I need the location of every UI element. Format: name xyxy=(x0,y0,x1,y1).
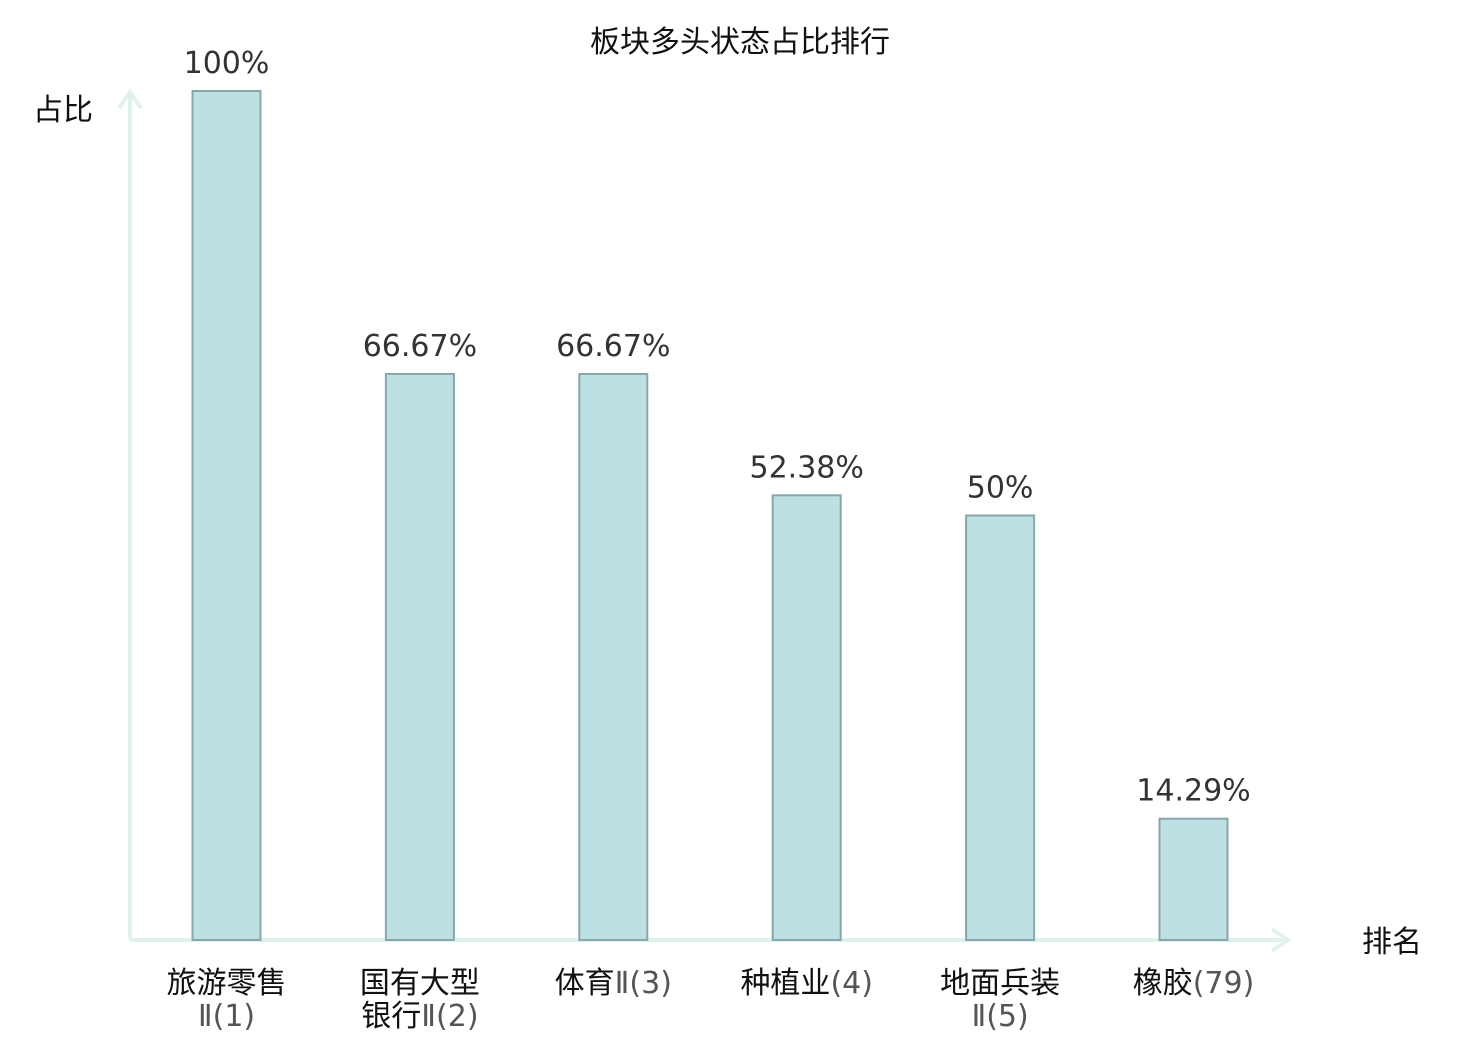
category-label-line: Ⅱ(1) xyxy=(198,999,255,1034)
bar xyxy=(384,373,455,941)
category-name: 体育 xyxy=(555,966,615,1001)
bar xyxy=(578,373,649,941)
bar-value-label: 100% xyxy=(184,46,270,81)
bar-value-label: 50% xyxy=(967,471,1034,506)
category-label-line: 国有大型 xyxy=(360,966,480,1001)
bar-value-label: 52.38% xyxy=(750,450,864,485)
category-name: 种植业 xyxy=(740,966,830,1001)
category-name: 地面兵装 xyxy=(940,966,1060,1001)
category-label-line: 种植业(4) xyxy=(740,966,873,1001)
bar xyxy=(965,514,1036,941)
category-label-line: Ⅱ(5) xyxy=(971,999,1028,1034)
category-rank: Ⅱ(1) xyxy=(198,999,255,1034)
bar xyxy=(1158,817,1229,942)
value-labels-group: 100% 66.67% 66.67% 52.38% 50% 14.29% xyxy=(184,46,1251,809)
chart-title: 板块多头状态占比排行 xyxy=(590,25,890,60)
bar-value-label: 66.67% xyxy=(556,329,670,364)
x-axis-label: 排名 xyxy=(1362,925,1422,960)
category-label-line: 银行Ⅱ(2) xyxy=(361,999,478,1034)
bar xyxy=(771,494,842,941)
category-rank: (4) xyxy=(830,966,873,1001)
category-name: 国有大型 xyxy=(360,966,480,1001)
category-label-line: 橡胶(79) xyxy=(1133,966,1255,1001)
category-name: 银行 xyxy=(361,999,421,1034)
category-rank: Ⅱ(5) xyxy=(971,999,1028,1034)
category-label-line: 地面兵装 xyxy=(940,966,1060,1001)
category-name: 旅游零售 xyxy=(167,966,287,1001)
category-rank: Ⅱ(2) xyxy=(421,999,478,1034)
category-rank: (79) xyxy=(1193,966,1255,1001)
category-name: 橡胶 xyxy=(1133,966,1193,1001)
category-label-line: 旅游零售 xyxy=(167,966,287,1001)
category-rank: Ⅱ(3) xyxy=(615,966,672,1001)
category-label-line: 体育Ⅱ(3) xyxy=(555,966,672,1001)
y-axis-arrow-icon xyxy=(117,88,143,110)
x-axis-arrow-icon xyxy=(1270,927,1292,953)
bars-group xyxy=(191,90,1229,942)
bar-value-label: 14.29% xyxy=(1136,774,1250,809)
bar-value-label: 66.67% xyxy=(363,329,477,364)
bar xyxy=(191,90,262,941)
y-axis-label: 占比 xyxy=(33,93,93,128)
